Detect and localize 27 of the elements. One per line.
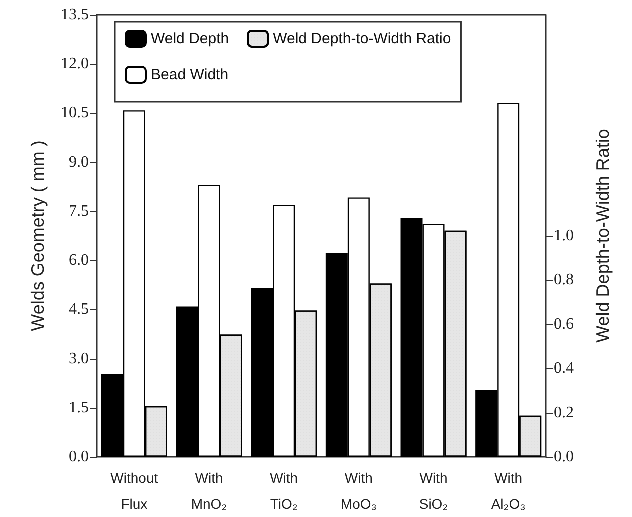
x-tick-label: With MoO₃: [340, 470, 377, 512]
x-tick-label: With MnO₂: [191, 470, 228, 512]
y-tick-label: 7.5: [69, 202, 89, 220]
y2-axis-title: Weld Depth-to-Width Ratio: [593, 129, 613, 343]
x-tick-label: With TiO₂: [270, 470, 298, 512]
y-tick-label: 13.5: [61, 6, 89, 24]
y-tick-label: 0.0: [69, 448, 89, 466]
x-tick-label: With SiO₂: [419, 470, 448, 512]
legend-label: Weld Depth-to-Width Ratio: [273, 30, 452, 48]
legend-label: Weld Depth: [151, 30, 230, 48]
y-tick-label: 9.0: [69, 154, 89, 171]
y2-tick-label: 1.0: [554, 228, 574, 244]
y2-tick-label: 0.4: [554, 360, 574, 378]
y-tick-label: 1.5: [69, 399, 89, 416]
y2-tick-label: 0.6: [554, 316, 574, 333]
legend-label: Bead Width: [151, 66, 229, 84]
x-tick-label: Without Flux: [110, 470, 158, 512]
y-tick-label: 3.0: [69, 350, 89, 368]
x-tick-label: With Al₂O₃: [491, 470, 526, 512]
y2-tick-label: 0.0: [554, 448, 574, 466]
y2-tick-label: 0.8: [554, 272, 574, 289]
y-axis-title: Welds Geometry ( mm ): [28, 140, 48, 332]
y2-tick-label: 0.2: [554, 404, 574, 422]
y-tick-label: 10.5: [61, 104, 89, 122]
y-tick-label: 4.5: [69, 301, 89, 318]
y-tick-label: 12.0: [61, 56, 89, 73]
y-tick-label: 6.0: [69, 252, 89, 270]
